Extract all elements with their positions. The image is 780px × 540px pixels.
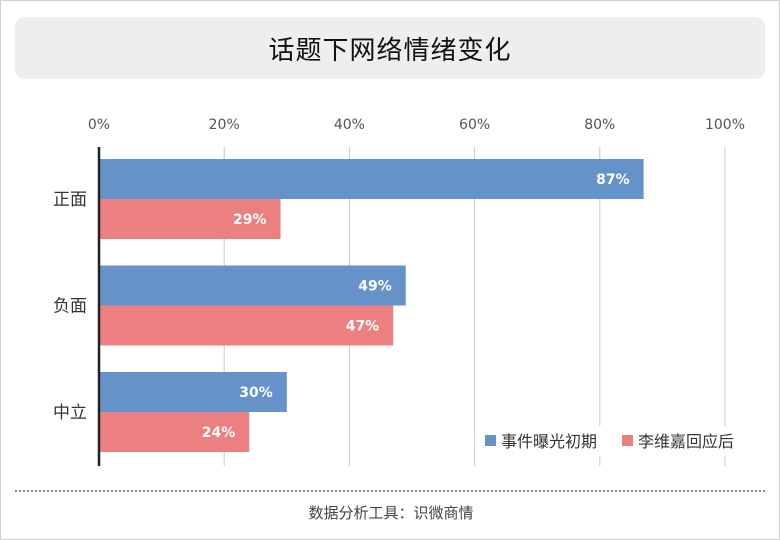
x-tick-label: 40% xyxy=(334,117,365,133)
x-tick-label: 20% xyxy=(209,117,240,133)
bar xyxy=(99,372,287,412)
bar-data-label: 47% xyxy=(346,319,380,335)
bar xyxy=(99,199,281,239)
bar-data-label: 49% xyxy=(358,279,392,295)
legend-swatch xyxy=(622,435,633,446)
bar xyxy=(99,265,406,306)
x-tick-label: 80% xyxy=(584,117,615,133)
bar-data-label: 29% xyxy=(233,212,267,228)
bar-data-label: 24% xyxy=(202,425,236,441)
category-label: 中立 xyxy=(53,403,87,423)
legend-swatch xyxy=(485,435,496,446)
legend-label: 事件曝光初期 xyxy=(501,432,597,451)
chart-title: 话题下网络情绪变化 xyxy=(268,35,512,66)
category-label: 正面 xyxy=(53,190,87,210)
x-tick-label: 100% xyxy=(705,117,745,133)
category-label: 负面 xyxy=(53,297,87,317)
bar-data-label: 30% xyxy=(239,385,273,401)
x-tick-label: 60% xyxy=(459,117,490,133)
bar xyxy=(99,159,644,199)
bar-data-label: 87% xyxy=(596,172,630,188)
footer-divider xyxy=(15,490,765,492)
footer-source: 数据分析工具：识微商情 xyxy=(308,503,474,522)
bar-chart: 0% 20% 40% 60% 80% 100% 87% 29% 正面 49% 47% 负面 30% 24%… xyxy=(53,117,759,466)
legend-background xyxy=(479,426,759,456)
bar xyxy=(99,305,394,346)
bar xyxy=(99,412,250,452)
legend-label: 李维嘉回应后 xyxy=(638,432,734,451)
title-box: 话题下网络情绪变化 xyxy=(15,17,765,79)
x-tick-label: 0% xyxy=(88,117,110,133)
